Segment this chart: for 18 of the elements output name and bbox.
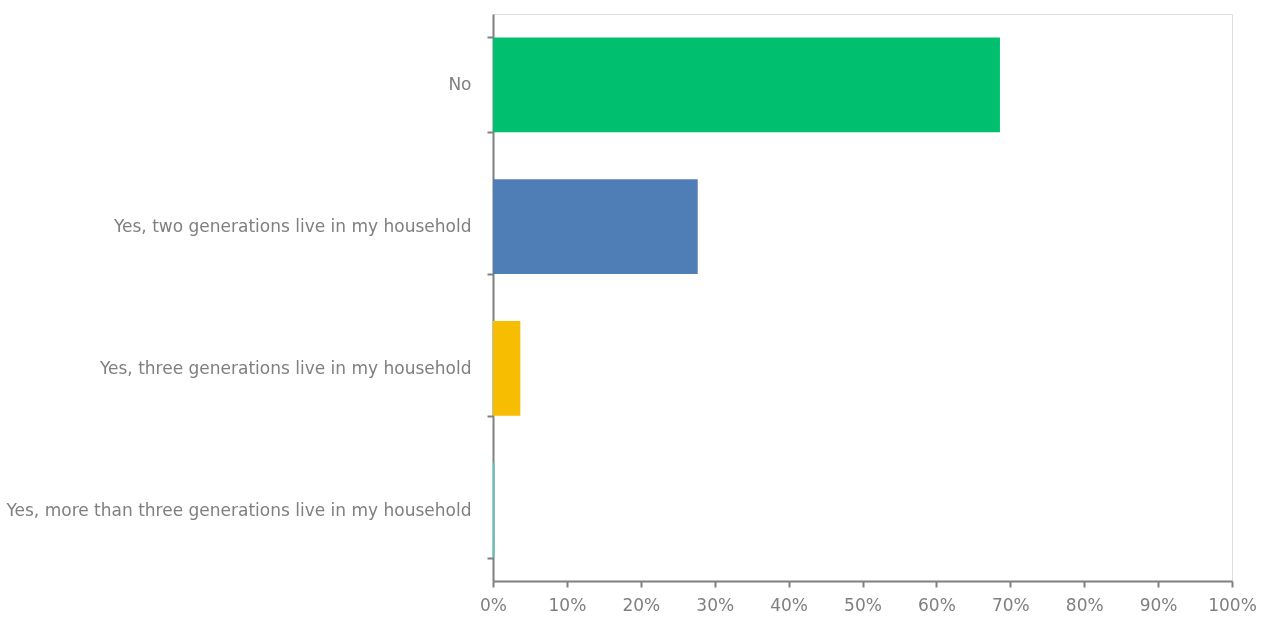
- x-tick-label: 100%: [1208, 594, 1257, 615]
- x-tick-label: 40%: [770, 594, 808, 615]
- x-tick-label: 90%: [1139, 594, 1178, 615]
- bar: [493, 320, 521, 416]
- bar: [493, 179, 698, 275]
- x-tick-label: 50%: [844, 594, 882, 615]
- x-tick-label: 70%: [991, 594, 1030, 615]
- y-tick-label: Yes, more than three generations live in my household: [5, 499, 472, 520]
- y-tick-label: No: [448, 74, 472, 95]
- y-tick-label: Yes, three generations live in my household: [98, 357, 472, 378]
- y-tick-label: Yes, two generations live in my household: [112, 216, 472, 237]
- x-tick-label: 30%: [696, 594, 735, 615]
- x-tick-label: 10%: [548, 594, 587, 615]
- bar: [493, 37, 1000, 133]
- x-tick-label: 20%: [622, 594, 661, 615]
- x-tick-label: 0%: [480, 594, 507, 615]
- x-tick-label: 80%: [1065, 594, 1104, 615]
- x-tick-label: 60%: [918, 594, 956, 615]
